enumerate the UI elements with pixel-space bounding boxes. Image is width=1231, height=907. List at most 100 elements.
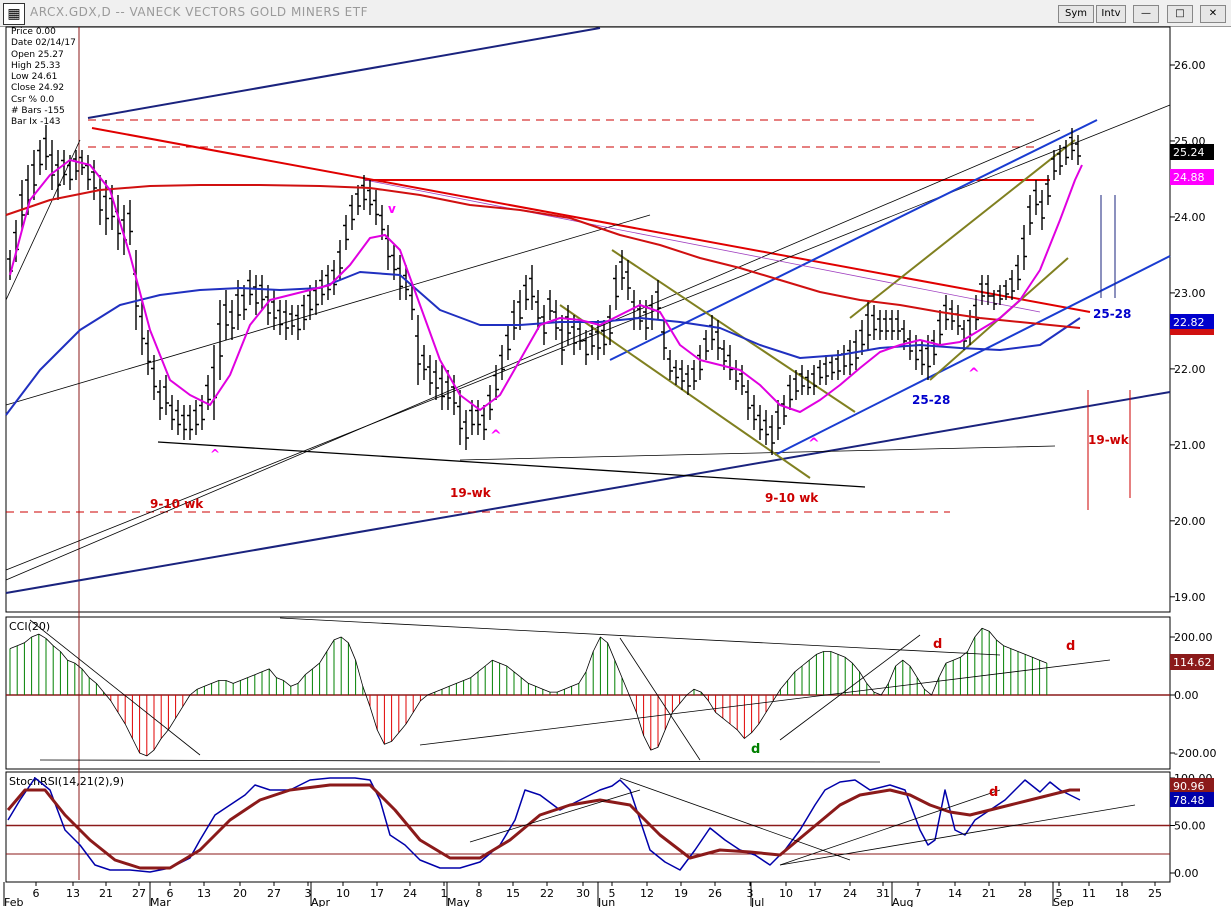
- price-bar: [703, 330, 709, 360]
- price-bar: [625, 260, 631, 300]
- cycle-low-marker: ^: [490, 428, 502, 444]
- x-month-label: Sep: [1053, 896, 1074, 907]
- price-bar: [325, 265, 331, 300]
- close-icon[interactable]: ✕: [1200, 5, 1226, 23]
- price-bar: [895, 310, 901, 340]
- price-bar: [1069, 128, 1075, 160]
- main-ytick-label: 24.00: [1174, 211, 1206, 224]
- cycle-annotation: v: [388, 202, 396, 216]
- red-moving-average: [5, 184, 1081, 329]
- cycle-annotation: 25-28: [912, 393, 950, 407]
- price-bar: [727, 345, 733, 380]
- info-label: Bar Ix: [11, 117, 41, 128]
- price-bar: [253, 275, 259, 315]
- price-bar: [451, 375, 457, 415]
- black-support-line: [157, 441, 866, 488]
- price-bar: [55, 150, 61, 200]
- price-bar: [313, 280, 319, 315]
- x-day-label: 22: [540, 887, 554, 900]
- symbol-button[interactable]: Sym: [1058, 5, 1094, 23]
- price-bar: [445, 370, 451, 410]
- price-bar: [1015, 255, 1021, 290]
- price-tag-bg: [1170, 144, 1214, 160]
- info-label: Csr %: [11, 94, 40, 105]
- price-bar: [1063, 140, 1069, 165]
- interval-button[interactable]: Intv: [1096, 5, 1126, 23]
- cci-trend-line: [619, 637, 701, 761]
- price-bar: [379, 205, 385, 240]
- price-bar: [853, 330, 859, 370]
- price-bar: [757, 405, 763, 440]
- price-bar: [805, 370, 811, 395]
- price-bar: [175, 400, 181, 435]
- price-bar: [937, 310, 943, 345]
- price-bar: [85, 155, 91, 190]
- price-bar: [295, 305, 301, 340]
- red-ma-tag: [1170, 329, 1214, 335]
- cycle-low-marker: ^: [808, 436, 820, 452]
- price-bar: [373, 190, 379, 225]
- x-day-label: 6: [167, 887, 174, 900]
- price-bar: [193, 400, 199, 435]
- cci-annotation: d: [751, 742, 760, 757]
- price-tag-label: 24.88: [1173, 171, 1205, 184]
- x-month-label: Aug: [892, 896, 913, 907]
- main-ytick-label: 23.00: [1174, 287, 1206, 300]
- price-bar: [163, 375, 169, 415]
- stochrsi-value-tag: 90.96: [1173, 780, 1205, 793]
- price-bar: [169, 395, 175, 430]
- price-bar: [799, 365, 805, 395]
- x-day-label: 26: [708, 887, 722, 900]
- chart-app-icon[interactable]: ▦: [3, 3, 25, 25]
- price-bar: [337, 240, 343, 280]
- price-bar: [565, 305, 571, 345]
- info-label: Close: [11, 83, 39, 94]
- stochrsi-k-line: [7, 777, 1081, 873]
- price-bar: [493, 365, 499, 400]
- cycle-low-marker: ^: [968, 366, 980, 382]
- main-ytick-label: 22.00: [1174, 363, 1206, 376]
- stochrsi-annotation: d: [989, 785, 998, 800]
- x-day-label: 5: [1056, 887, 1063, 900]
- x-day-label: 1: [441, 887, 448, 900]
- price-bar: [343, 215, 349, 250]
- price-bar: [691, 360, 697, 390]
- price-bar: [355, 185, 361, 215]
- price-bar: [403, 265, 409, 300]
- price-bar: [259, 275, 265, 310]
- price-bar: [37, 140, 43, 175]
- info-label: Open: [11, 49, 38, 60]
- x-day-label: 21: [982, 887, 996, 900]
- price-bar: [427, 355, 433, 395]
- price-bar: [607, 305, 613, 345]
- price-bar: [1057, 145, 1063, 175]
- blue-channel-line: [774, 255, 1171, 456]
- main-ytick-label: 20.00: [1174, 515, 1206, 528]
- info-row: High 25.33: [11, 61, 76, 72]
- chart-title: ARCX.GDX,D -- VANECK VECTORS GOLD MINERS…: [30, 5, 368, 19]
- price-bar: [871, 305, 877, 340]
- cci-label: CCI(20): [9, 620, 50, 633]
- price-bar: [883, 310, 889, 340]
- x-day-label: 30: [576, 887, 590, 900]
- price-bar: [73, 150, 79, 180]
- main-ytick-label: 26.00: [1174, 59, 1206, 72]
- x-day-label: 18: [1115, 887, 1129, 900]
- info-value: 0.0: [39, 94, 55, 105]
- price-bar: [547, 290, 553, 320]
- price-bar: [583, 330, 589, 365]
- minimize-icon[interactable]: —: [1133, 5, 1159, 23]
- price-bar: [421, 345, 427, 380]
- x-day-label: 19: [674, 887, 688, 900]
- x-day-label: 21: [99, 887, 113, 900]
- price-bar: [271, 290, 277, 330]
- price-bar: [109, 185, 115, 230]
- price-bar: [559, 315, 565, 365]
- price-bar: [1021, 225, 1027, 270]
- info-value: 24.61: [31, 72, 58, 83]
- maximize-icon[interactable]: □: [1167, 5, 1193, 23]
- x-month-label: Jul: [750, 896, 764, 907]
- stochrsi-ytick-label: 0.00: [1174, 867, 1199, 880]
- black-trend-line: [5, 129, 1061, 581]
